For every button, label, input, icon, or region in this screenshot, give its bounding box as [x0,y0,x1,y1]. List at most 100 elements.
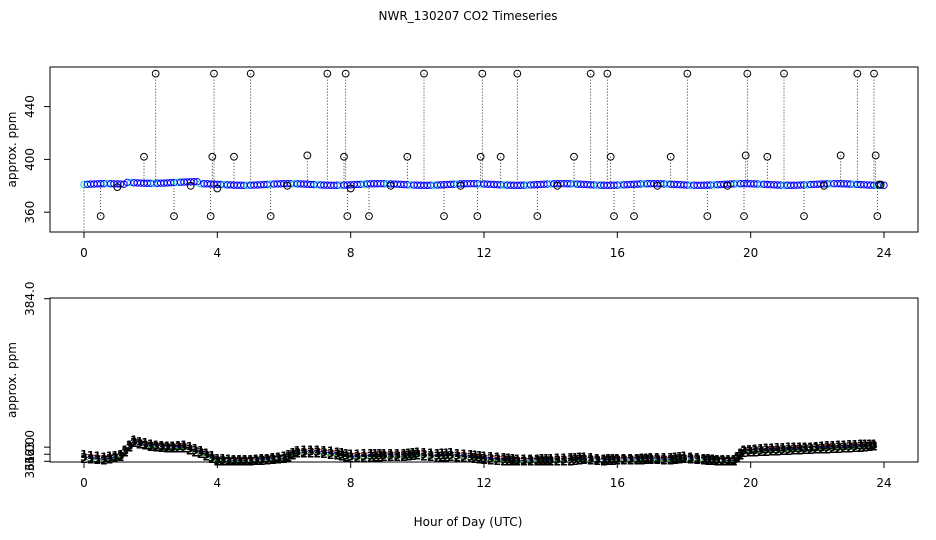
bottom-series-1-point: 1 [371,447,379,460]
bottom-series-1-point: 1 [840,438,848,451]
bottom-series-3-point: 3 [275,452,283,465]
bottom-series-2-point: 2 [762,446,770,459]
top-spike-point [303,151,312,160]
bottom-series-1-point: 1 [460,448,468,461]
top-spike-point [780,69,788,78]
top-spike-point [703,212,712,221]
bottom-series-3-point: 3 [560,453,568,466]
bottom-x-tick-label: 24 [876,476,891,490]
bottom-series-2-point: 2 [824,443,832,456]
bottom-series-1-point: 1 [638,452,646,465]
bottom-series-3-point: 3 [734,451,742,464]
bottom-series-1-point: 1 [241,453,249,466]
top-spike-point [208,152,217,161]
bottom-series-3-point: 3 [818,441,826,454]
bottom-series-2-point: 2 [175,443,183,456]
bottom-series-1-point: 1 [327,445,335,458]
bottom-series-1-point: 1 [136,435,144,448]
bottom-series-1-point: 1 [560,451,568,464]
bottom-series-2-point: 2 [609,455,617,468]
bottom-series-2-point: 2 [500,455,508,468]
bottom-series-1-point: 1 [289,446,297,459]
bottom-series-2-point: 2 [801,444,809,457]
bottom-series-2-point: 2 [567,455,575,468]
bottom-series-2-point: 2 [554,455,562,468]
bottom-series-2-point: 2 [219,455,227,468]
top-spike-point [213,184,222,193]
bottom-series-2-point: 2 [111,452,119,465]
bottom-series-3-point: 3 [94,452,102,465]
bottom-series-2-point: 2 [460,452,468,465]
bottom-series-3-point: 3 [514,455,522,468]
bottom-series-2-point: 2 [580,454,588,467]
bottom-series-3-point: 3 [264,453,272,466]
bottom-series-3-point: 3 [638,453,646,466]
bottom-series-3-point: 3 [252,454,260,467]
bottom-series-2-point: 2 [620,455,628,468]
bottom-series-1-point: 1 [252,453,260,466]
bottom-series-3-point: 3 [554,454,562,467]
bottom-series-3-point: 3 [671,453,679,466]
bottom-series-1-point: 1 [342,447,350,460]
bottom-series-1-point: 1 [202,447,210,460]
bottom-series-3-point: 3 [219,454,227,467]
bottom-series-2-point: 2 [576,454,584,467]
bottom-series-2-point: 2 [94,454,102,467]
bottom-series-1-point: 1 [627,452,635,465]
bottom-series-3-point: 3 [360,450,368,463]
top-spike-point [210,69,218,78]
bottom-series-3-point: 3 [414,448,422,461]
bottom-series-1-point: 1 [801,440,809,453]
bottom-series-3-point: 3 [587,453,595,466]
bottom-series-1-point: 1 [757,442,765,455]
bottom-series-2-point: 2 [454,452,462,465]
bottom-series-2-point: 2 [202,451,210,464]
bottom-series-2-point: 2 [614,455,622,468]
top-y-axis-label: approx. ppm [5,112,19,188]
bottom-series-2-point: 2 [487,454,495,467]
bottom-series-3-point: 3 [241,455,249,468]
bottom-series-1-point: 1 [380,447,388,460]
bottom-series-3-point: 3 [480,452,488,465]
bottom-series-1-point: 1 [106,450,114,463]
bottom-series-2-point: 2 [509,456,517,469]
bottom-series-1-point: 1 [264,452,272,465]
top-x-tick-label: 16 [610,246,625,260]
bottom-series-3-point: 3 [460,450,468,463]
bottom-series-2-point: 2 [571,455,579,468]
bottom-series-1-point: 1 [587,451,595,464]
bottom-series-2-point: 2 [126,442,134,455]
bottom-series-2-point: 2 [494,455,502,468]
bottom-series-2-point: 2 [300,448,308,461]
bottom-series-3-point: 3 [152,440,160,453]
bottom-series-2-point: 2 [258,455,266,468]
bottom-series-2-point: 2 [527,456,535,469]
bottom-series-2-point: 2 [870,440,878,453]
bottom-series-2-point: 2 [275,454,283,467]
bottom-series-3-point: 3 [100,453,108,466]
bottom-series-1-point: 1 [219,452,227,465]
bottom-series-2-point: 2 [520,456,528,469]
bottom-x-tick-label: 0 [80,476,88,490]
bottom-series-3-point: 3 [447,449,455,462]
bottom-series-3-point: 3 [785,443,793,456]
bottom-series-3-point: 3 [714,454,722,467]
bottom-series-3-point: 3 [289,448,297,461]
bottom-series-2-point: 2 [634,455,642,468]
bottom-series-1-point: 1 [730,453,738,466]
bottom-series-1-point: 1 [314,443,322,456]
bottom-series-3-point: 3 [576,453,584,466]
bottom-series-3-point: 3 [620,453,628,466]
bottom-series-3-point: 3 [542,454,550,467]
bottom-series-3-point: 3 [214,454,222,467]
bottom-series-2-point: 2 [121,446,129,459]
bottom-series-1-line [83,438,874,460]
top-spike-point [476,152,485,161]
bottom-series-2-point: 2 [180,443,188,456]
bottom-series-2-point: 2 [654,454,662,467]
top-spike-point [473,212,482,221]
bottom-series-2-line [83,442,875,463]
bottom-series-1-point: 1 [347,448,355,461]
bottom-series-1-point: 1 [476,449,484,462]
bottom-series-2-point: 2 [247,455,255,468]
